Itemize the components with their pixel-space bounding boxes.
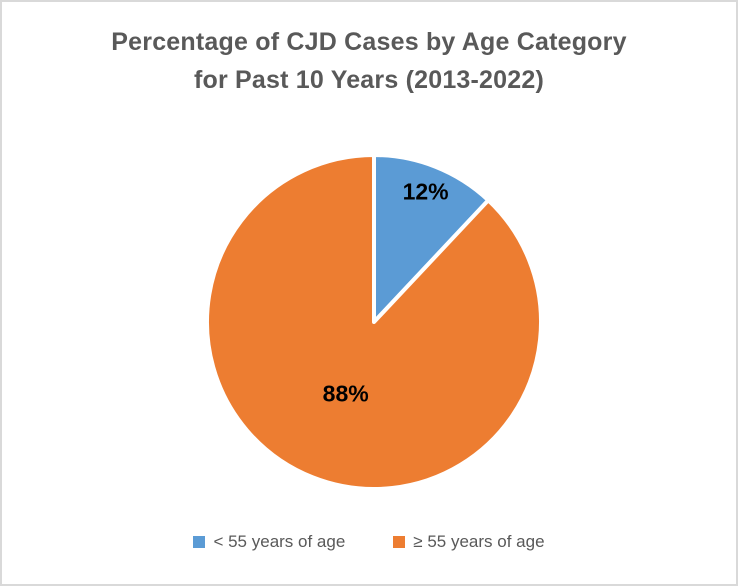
data-label-0: 12%	[403, 179, 449, 205]
chart-title-line-2: for Past 10 Years (2013-2022)	[193, 66, 544, 94]
pie-slice-0	[372, 153, 491, 324]
legend-item-under-55: < 55 years of age	[193, 532, 345, 552]
chart-title-line-1: Percentage of CJD Cases by Age Category	[111, 28, 627, 56]
chart-title: Percentage of CJD Cases by Age Category …	[2, 23, 736, 99]
legend-label-under-55: < 55 years of age	[213, 532, 346, 551]
data-label-1: 88%	[323, 380, 369, 406]
legend-item-over-55: ≥ 55 years of age	[393, 532, 545, 552]
legend: < 55 years of age ≥ 55 years of age	[2, 532, 736, 552]
legend-swatch-orange-icon	[393, 536, 406, 548]
pie-slice-1	[205, 153, 543, 491]
legend-swatch-blue-icon	[193, 536, 206, 548]
legend-label-over-55: ≥ 55 years of age	[413, 532, 545, 551]
